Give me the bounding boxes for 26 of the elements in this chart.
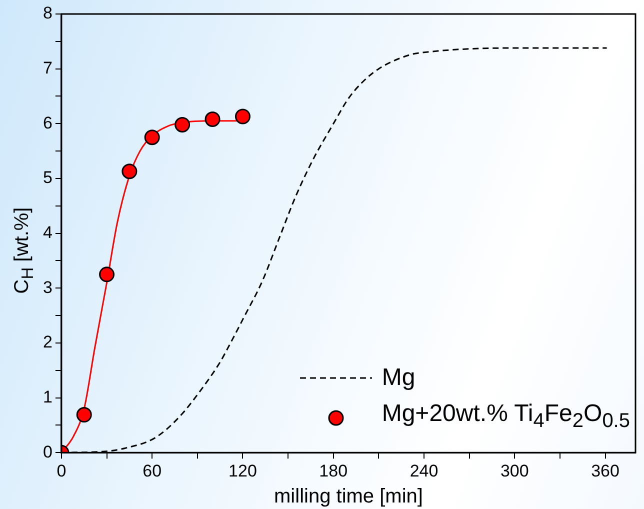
y-tick-label: 2 xyxy=(42,332,52,352)
point xyxy=(144,130,160,146)
y-tick-label: 0 xyxy=(42,442,52,462)
legend-label: Mg+20wt.% Ti$_{4}$Fe$_{2}$O$_{0.5}$ xyxy=(382,399,630,434)
y-tick-label: 7 xyxy=(42,58,52,78)
point xyxy=(204,112,220,128)
x-tick-label: 120 xyxy=(228,461,257,480)
x-tick-label: 60 xyxy=(142,461,162,480)
x-axis-title: milling time [min] xyxy=(274,486,423,508)
point xyxy=(234,108,250,124)
y-tick-label: 3 xyxy=(42,278,52,297)
point xyxy=(76,407,92,423)
point xyxy=(99,266,115,282)
y-tick-label: 5 xyxy=(42,168,52,188)
x-tick-label: 240 xyxy=(410,461,438,480)
point xyxy=(174,116,190,132)
legend-label: Mg xyxy=(382,363,416,394)
y-tick-label: 4 xyxy=(42,222,52,242)
x-tick-label: 180 xyxy=(319,461,348,480)
y-tick-label: 8 xyxy=(42,4,52,23)
point xyxy=(122,164,138,180)
x-tick-label: 360 xyxy=(591,461,620,480)
x-tick-label: 0 xyxy=(56,461,66,480)
x-tick-label: 300 xyxy=(500,461,529,480)
y-tick-label: 1 xyxy=(42,387,52,406)
y-tick-label: 6 xyxy=(42,113,52,132)
